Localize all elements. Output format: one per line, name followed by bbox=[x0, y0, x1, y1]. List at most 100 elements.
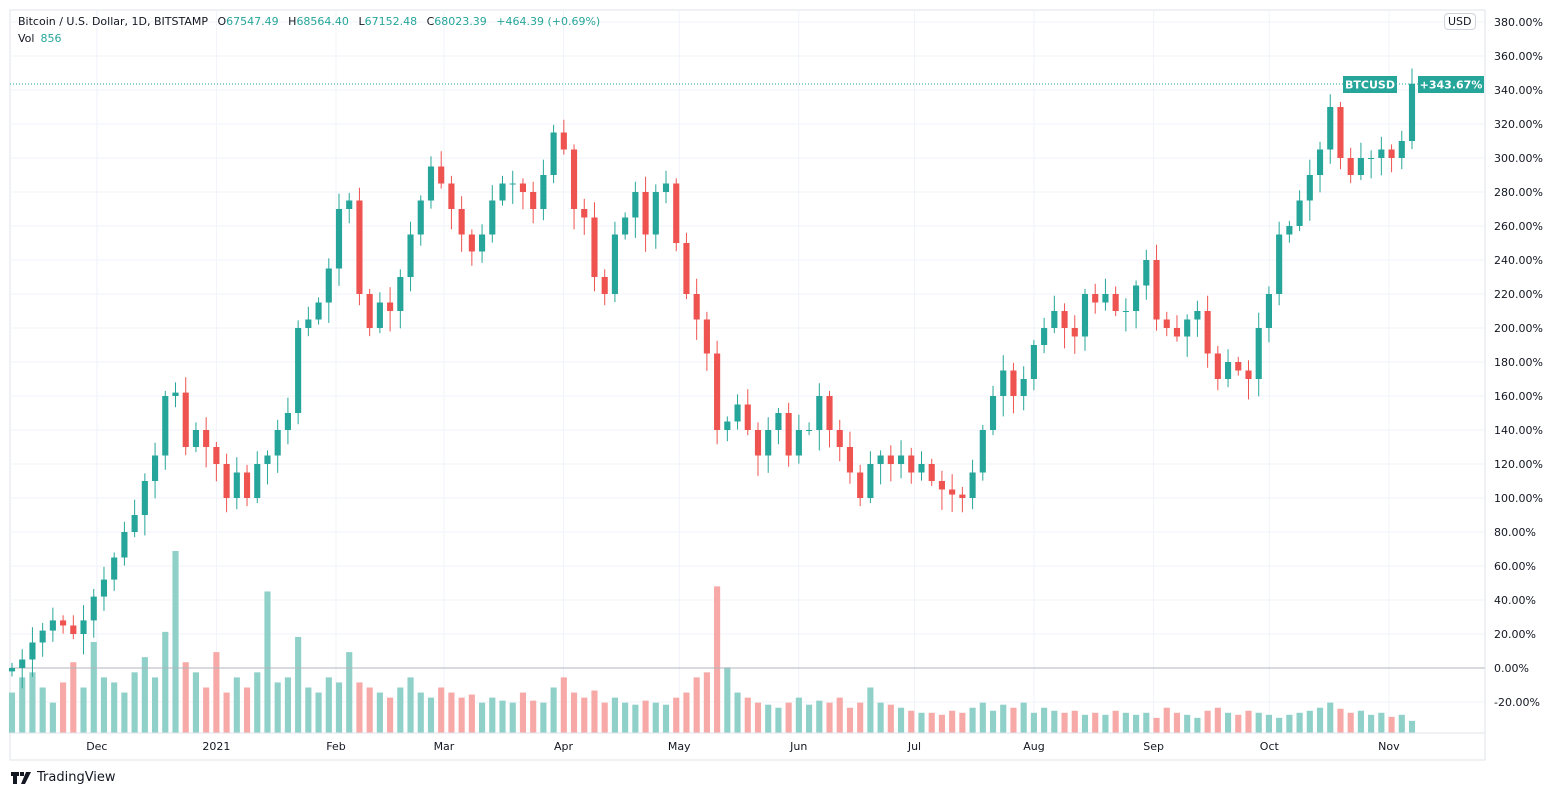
candle-body bbox=[1102, 294, 1109, 303]
volume-bar bbox=[775, 707, 782, 733]
volume-bar bbox=[979, 702, 986, 733]
volume-bar bbox=[468, 694, 475, 733]
candle-body bbox=[560, 132, 567, 150]
volume-bar bbox=[989, 710, 997, 733]
candle-body bbox=[479, 234, 486, 252]
candle-body bbox=[346, 200, 353, 209]
y-tick-label: 120.00% bbox=[1494, 458, 1543, 471]
volume-bar bbox=[264, 591, 271, 733]
volume-bar bbox=[693, 677, 700, 733]
volume-bar bbox=[1245, 710, 1252, 733]
y-tick-label: 340.00% bbox=[1494, 84, 1543, 97]
candle-body bbox=[1133, 285, 1140, 311]
candle-body bbox=[162, 396, 169, 456]
volume-bar bbox=[754, 702, 762, 733]
currency-button[interactable]: USD bbox=[1444, 13, 1476, 30]
volume-bar bbox=[1163, 707, 1170, 733]
candle-body bbox=[959, 494, 966, 498]
candle-body bbox=[111, 557, 118, 580]
volume-bar bbox=[570, 692, 578, 733]
candle-body bbox=[223, 464, 230, 498]
candle-body bbox=[448, 183, 455, 209]
volume-bar bbox=[1122, 712, 1129, 733]
candle-body bbox=[325, 268, 332, 303]
volume-bar bbox=[192, 672, 200, 733]
volume-bar bbox=[1408, 720, 1416, 733]
volume-bar bbox=[1388, 716, 1395, 733]
candle-body bbox=[60, 620, 67, 626]
candle-body bbox=[172, 392, 179, 396]
candle-body bbox=[550, 132, 557, 175]
candle-body bbox=[1357, 158, 1364, 175]
volume-bar bbox=[1214, 707, 1221, 733]
candle-body bbox=[1061, 311, 1068, 328]
volume-bar bbox=[1398, 714, 1405, 733]
candle-body bbox=[877, 455, 884, 464]
volume-bar bbox=[714, 586, 721, 733]
candle-body bbox=[8, 668, 16, 672]
candle-body bbox=[39, 630, 46, 643]
y-tick-label: 40.00% bbox=[1494, 594, 1536, 607]
volume-bar bbox=[1112, 710, 1119, 733]
volume-bar bbox=[39, 687, 46, 733]
candle-body bbox=[264, 455, 271, 464]
candle-body bbox=[785, 413, 792, 456]
volume-bar bbox=[1306, 710, 1313, 733]
candle-body bbox=[335, 209, 343, 269]
candle-body bbox=[724, 421, 731, 430]
candle-body bbox=[938, 481, 945, 490]
y-tick-label: 280.00% bbox=[1494, 186, 1543, 199]
volume-bar bbox=[591, 690, 598, 733]
candle-body bbox=[1245, 370, 1252, 379]
y-tick-label: 380.00% bbox=[1494, 16, 1543, 29]
x-tick-label: Dec bbox=[86, 740, 107, 753]
time-axis[interactable]: Dec 2021 Feb Mar Apr May Jun Jul Aug Sep Oct Nov bbox=[10, 732, 1485, 753]
candle-body bbox=[1296, 200, 1303, 226]
volume-bar bbox=[1327, 702, 1334, 733]
candle-body bbox=[867, 464, 874, 498]
candle-body bbox=[795, 430, 802, 456]
candle-body bbox=[928, 464, 935, 481]
candle-body bbox=[1286, 226, 1293, 235]
volume-bar bbox=[458, 697, 465, 733]
tradingview-logo-icon bbox=[11, 771, 31, 784]
volume-bar bbox=[172, 551, 179, 733]
volume-bars bbox=[8, 551, 1416, 733]
volume-bar bbox=[438, 687, 445, 733]
candle-body bbox=[949, 489, 956, 495]
x-tick-label: Aug bbox=[1023, 740, 1044, 753]
tradingview-logo[interactable]: TradingView bbox=[11, 770, 116, 785]
candle-body bbox=[100, 579, 108, 597]
volume-bar bbox=[1276, 717, 1283, 733]
candle-body bbox=[1051, 311, 1058, 328]
close-label: C bbox=[426, 15, 435, 28]
volume-bar bbox=[182, 662, 189, 733]
candle-body bbox=[131, 515, 138, 532]
candle-body bbox=[1184, 319, 1191, 337]
candle-body bbox=[662, 183, 670, 192]
open-value: 67547.49 bbox=[226, 15, 279, 28]
volume-bar bbox=[887, 704, 894, 733]
volume-bar bbox=[111, 682, 118, 733]
candle-body bbox=[1306, 175, 1313, 201]
volume-bar bbox=[284, 677, 291, 733]
candle-body bbox=[121, 532, 128, 558]
y-tick-label: 0.00% bbox=[1494, 662, 1529, 675]
y-tick-label: 360.00% bbox=[1494, 50, 1543, 63]
volume-bar bbox=[407, 677, 414, 733]
volume-bar bbox=[1265, 714, 1272, 733]
candle-body bbox=[1122, 311, 1129, 312]
volume-bar bbox=[397, 687, 404, 733]
candle-body bbox=[1235, 362, 1242, 371]
candle-body bbox=[295, 328, 302, 413]
volume-bar bbox=[509, 702, 516, 733]
x-tick-label: 2021 bbox=[202, 740, 230, 753]
candle-body bbox=[254, 464, 261, 498]
symbol-tag bbox=[1343, 76, 1397, 93]
candle-body bbox=[1408, 83, 1416, 141]
price-axis[interactable]: -20.00% 0.00% 20.00% 40.00% 60.00% 80.00% 100.… bbox=[1484, 10, 1543, 760]
candle-body bbox=[90, 596, 97, 621]
y-tick-label: 240.00% bbox=[1494, 254, 1543, 267]
candle-body bbox=[703, 319, 710, 354]
